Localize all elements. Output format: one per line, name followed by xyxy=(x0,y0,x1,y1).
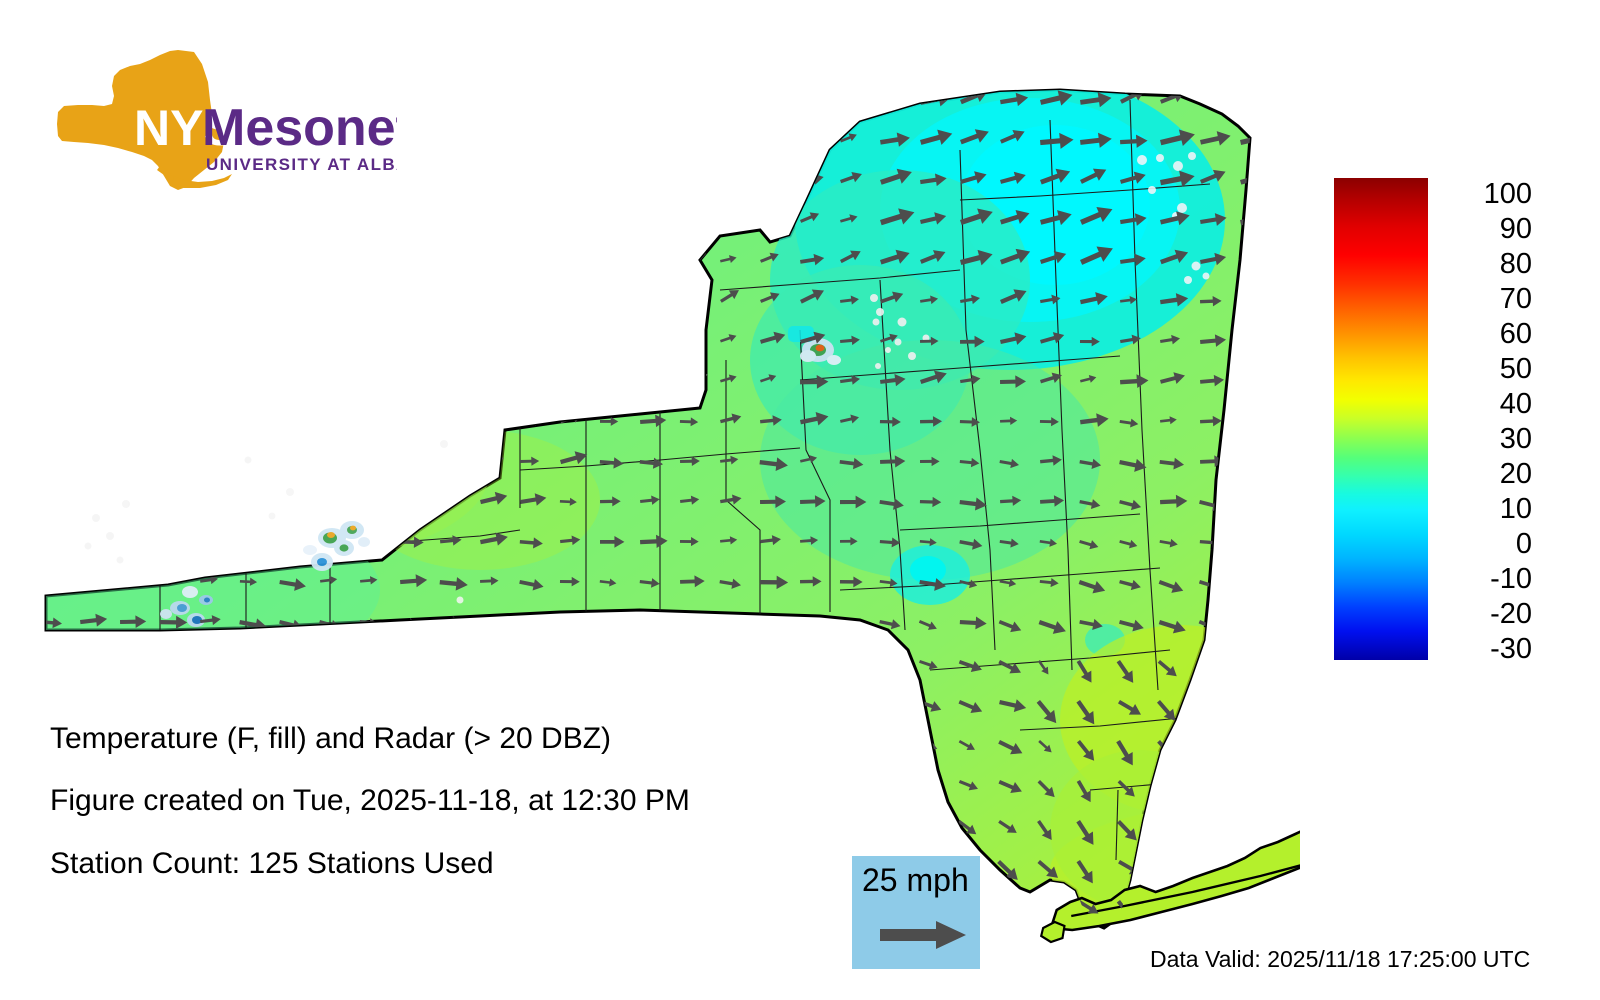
colorbar-tick-20: 20 xyxy=(1499,458,1532,490)
station-count-caption: Station Count: 125 Stations Used xyxy=(50,847,494,880)
ny-state-silhouette-icon xyxy=(57,50,232,190)
logo-subtitle-text: UNIVERSITY AT ALBANY xyxy=(206,155,397,174)
wind-scale-label: 25 mph xyxy=(862,862,969,898)
radar-echo-layer xyxy=(84,152,1210,627)
long-island-region xyxy=(1039,830,1300,944)
wind-scale-arrow-icon xyxy=(878,918,970,952)
colorbar-tick-neg30: -30 xyxy=(1490,633,1532,665)
colorbar-tick-10: 10 xyxy=(1499,493,1532,525)
temperature-colorbar: 100 90 80 70 60 50 40 30 20 10 0 -10 -20… xyxy=(1334,178,1532,668)
colorbar-tick-neg10: -10 xyxy=(1490,563,1532,595)
colorbar-tick-80: 80 xyxy=(1499,248,1532,280)
colorbar-tick-90: 90 xyxy=(1499,213,1532,245)
colorbar-tick-70: 70 xyxy=(1499,283,1532,315)
wind-scale-legend: 25 mph xyxy=(852,856,980,969)
colorbar-tick-100: 100 xyxy=(1483,178,1532,210)
logo-nys-text: NYS xyxy=(134,100,237,156)
figure-title-caption: Temperature (F, fill) and Radar (> 20 DB… xyxy=(50,722,612,755)
logo-mesonet-text: Mesonet xyxy=(202,99,397,157)
colorbar-gradient xyxy=(1334,178,1428,660)
colorbar-tick-40: 40 xyxy=(1499,388,1532,420)
colorbar-tick-30: 30 xyxy=(1499,423,1532,455)
colorbar-tick-50: 50 xyxy=(1499,353,1532,385)
nys-mesonet-logo: NYS Mesonet UNIVERSITY AT ALBANY xyxy=(52,48,397,193)
colorbar-tick-0: 0 xyxy=(1515,528,1532,560)
new-york-state-temperature-map xyxy=(0,30,1300,950)
colorbar-tick-neg20: -20 xyxy=(1490,598,1532,630)
figure-created-caption: Figure created on Tue, 2025-11-18, at 12… xyxy=(50,784,690,817)
data-valid-timestamp: Data Valid: 2025/11/18 17:25:00 UTC xyxy=(1150,946,1531,972)
colorbar-tick-60: 60 xyxy=(1499,318,1532,350)
